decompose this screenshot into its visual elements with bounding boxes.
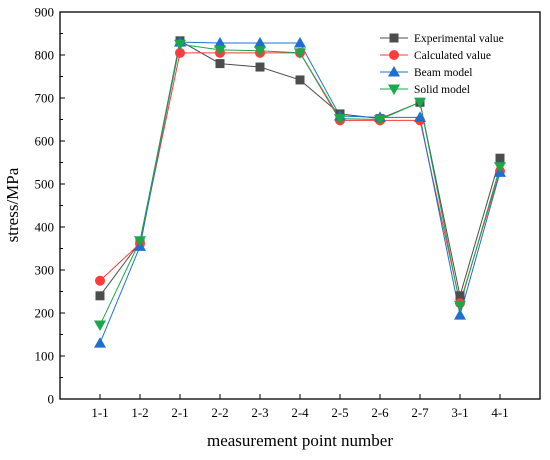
- data-point: [95, 275, 105, 286]
- data-point: [215, 59, 225, 69]
- x-tick-label: 2-3: [251, 405, 268, 420]
- data-point: [454, 300, 466, 312]
- data-point: [134, 236, 146, 247]
- legend-label: Beam model: [414, 67, 472, 79]
- y-tick-label: 400: [35, 220, 55, 235]
- x-tick-label: 4-1: [491, 405, 508, 420]
- data-point: [334, 114, 346, 125]
- y-axis-title: stress/MPa: [3, 167, 22, 242]
- data-point: [95, 291, 105, 301]
- y-tick-label: 700: [35, 91, 55, 106]
- data-point: [174, 39, 186, 51]
- x-tick-label: 2-2: [211, 405, 228, 420]
- legend-marker: [388, 66, 400, 77]
- x-tick-label: 2-4: [291, 405, 309, 420]
- y-tick-label: 800: [35, 48, 55, 63]
- data-point: [214, 36, 226, 48]
- legend-label: Solid model: [414, 84, 470, 96]
- legend: Experimental value Calculated value Beam m…: [380, 33, 504, 96]
- data-point: [255, 62, 265, 72]
- data-point: [455, 291, 465, 301]
- y-tick-label: 300: [35, 263, 55, 278]
- x-tick-label: 2-7: [411, 405, 429, 420]
- data-point: [495, 153, 505, 163]
- y-tick-label: 500: [35, 177, 55, 192]
- x-tick-label: 3-1: [451, 405, 468, 420]
- y-tick-label: 0: [48, 392, 55, 407]
- data-point: [175, 47, 185, 58]
- x-axis-title: measurement point number: [207, 431, 393, 450]
- legend-marker: [389, 50, 399, 60]
- data-point: [494, 162, 506, 173]
- data-point: [254, 36, 266, 48]
- x-tick-label: 1-1: [91, 405, 108, 420]
- y-tick-label: 600: [35, 134, 55, 149]
- y-tick-label: 900: [35, 5, 55, 20]
- data-point: [214, 45, 226, 56]
- data-point: [94, 337, 106, 348]
- data-point: [454, 309, 466, 320]
- legend-marker: [388, 84, 400, 95]
- x-tick-label: 2-5: [331, 405, 348, 420]
- legend-label: Calculated value: [414, 50, 491, 62]
- data-point: [414, 111, 426, 122]
- legend-label: Experimental value: [414, 33, 504, 45]
- x-tick-label: 2-1: [171, 405, 188, 420]
- y-tick-label: 200: [35, 306, 55, 321]
- x-tick-label: 2-6: [371, 405, 389, 420]
- data-point: [414, 97, 426, 109]
- y-tick-label: 100: [35, 349, 55, 364]
- x-tick-label: 1-2: [131, 405, 148, 420]
- series-layer: [94, 36, 506, 348]
- data-point: [294, 36, 306, 48]
- data-point: [295, 75, 305, 85]
- legend-marker: [389, 33, 399, 43]
- axes-layer: 0 100 200 300 400 500 600 700 800 900 1-1 1-2 2-1 2-2…: [35, 5, 509, 421]
- data-point: [254, 46, 266, 57]
- data-point: [374, 115, 386, 126]
- data-point: [294, 48, 306, 59]
- data-point: [94, 320, 106, 332]
